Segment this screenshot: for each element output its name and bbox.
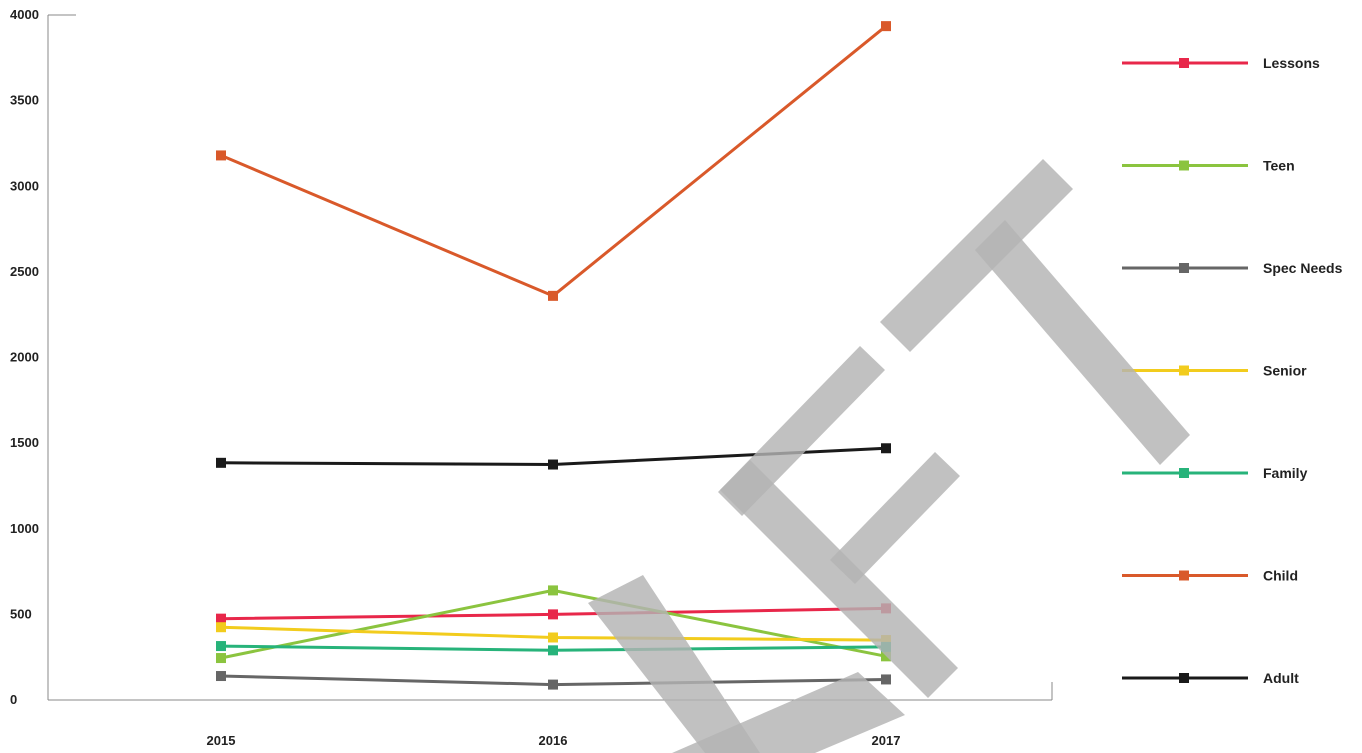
draft-watermark <box>588 159 1190 753</box>
y-tick-label-500: 500 <box>10 606 32 621</box>
series-line-child <box>220 24 887 298</box>
data-point-senior-2015 <box>216 622 226 633</box>
data-point-adult-2017 <box>881 443 891 454</box>
data-point-lessons-2015 <box>216 613 226 624</box>
legend-swatch-marker-adult <box>1179 673 1189 683</box>
series-spec-needs <box>216 671 891 690</box>
y-tick-labels: 0 500 1000 1500 2000 2500 3000 3500 4000 <box>10 7 39 707</box>
legend-swatch-marker-child <box>1179 570 1189 581</box>
legend-swatch-marker-senior <box>1179 365 1189 376</box>
legend-item-senior: Senior <box>1122 363 1307 379</box>
y-tick-label-2000: 2000 <box>10 350 39 365</box>
data-point-family-2015 <box>216 641 226 652</box>
legend-label-lessons: Lessons <box>1263 55 1320 71</box>
data-point-family-2016 <box>548 645 558 656</box>
x-tick-labels: 2015 2016 2017 <box>207 733 901 748</box>
legend-label-child: Child <box>1263 568 1298 584</box>
y-tick-label-1000: 1000 <box>10 521 39 536</box>
data-point-adult-2015 <box>216 457 226 468</box>
y-tick-label-4000: 4000 <box>10 7 39 22</box>
data-point-teen-2017 <box>881 651 891 662</box>
watermark-letter-f-bar <box>830 452 960 584</box>
data-point-child-2016 <box>548 290 558 301</box>
series-senior <box>216 622 891 646</box>
data-point-adult-2016 <box>548 459 558 470</box>
series-family <box>216 641 891 656</box>
y-tick-label-1500: 1500 <box>10 435 39 450</box>
y-tick-label-3000: 3000 <box>10 178 39 193</box>
series-lessons <box>216 603 891 624</box>
axes <box>47 14 1053 701</box>
legend-swatch-marker-spec-needs <box>1179 263 1189 273</box>
legend-item-family: Family <box>1122 465 1308 481</box>
data-point-spec-needs-2017 <box>881 674 891 685</box>
series-child <box>216 21 891 301</box>
y-tick-label-0: 0 <box>10 692 17 707</box>
data-point-child-2015 <box>216 150 226 161</box>
legend-label-family: Family <box>1263 465 1308 481</box>
watermark-letter-r-right <box>672 672 905 753</box>
y-tick-label-2500: 2500 <box>10 264 39 279</box>
legend-item-adult: Adult <box>1122 670 1299 686</box>
watermark-letter-t-bar <box>880 159 1073 352</box>
data-point-spec-needs-2015 <box>216 671 226 682</box>
legend: Lessons Teen Spec Needs Senior Family Child Ad… <box>1122 55 1343 686</box>
legend-label-spec-needs: Spec Needs <box>1263 260 1343 276</box>
data-point-spec-needs-2016 <box>548 679 558 690</box>
legend-label-teen: Teen <box>1263 158 1295 174</box>
data-point-child-2017 <box>881 21 891 32</box>
legend-swatch-marker-lessons <box>1179 58 1189 68</box>
legend-swatch-marker-teen <box>1179 160 1189 171</box>
y-tick-label-3500: 3500 <box>10 93 39 108</box>
data-point-teen-2016 <box>548 585 558 596</box>
legend-label-senior: Senior <box>1263 363 1307 379</box>
watermark-letter-r-left <box>588 575 760 753</box>
legend-item-teen: Teen <box>1122 158 1295 174</box>
x-tick-label-2015: 2015 <box>207 733 236 748</box>
legend-swatch-marker-family <box>1179 468 1189 478</box>
legend-item-spec-needs: Spec Needs <box>1122 260 1343 276</box>
legend-label-adult: Adult <box>1263 670 1299 686</box>
data-point-lessons-2016 <box>548 609 558 620</box>
watermark-letter-f-upper <box>720 460 958 698</box>
data-point-senior-2016 <box>548 632 558 643</box>
legend-item-lessons: Lessons <box>1122 55 1320 71</box>
x-tick-label-2016: 2016 <box>539 733 568 748</box>
series-teen <box>216 585 891 664</box>
data-point-teen-2015 <box>216 653 226 664</box>
watermark-letter-t-stem <box>975 220 1190 465</box>
x-tick-label-2017: 2017 <box>872 733 901 748</box>
legend-item-child: Child <box>1122 568 1298 584</box>
series-lines <box>216 21 891 690</box>
